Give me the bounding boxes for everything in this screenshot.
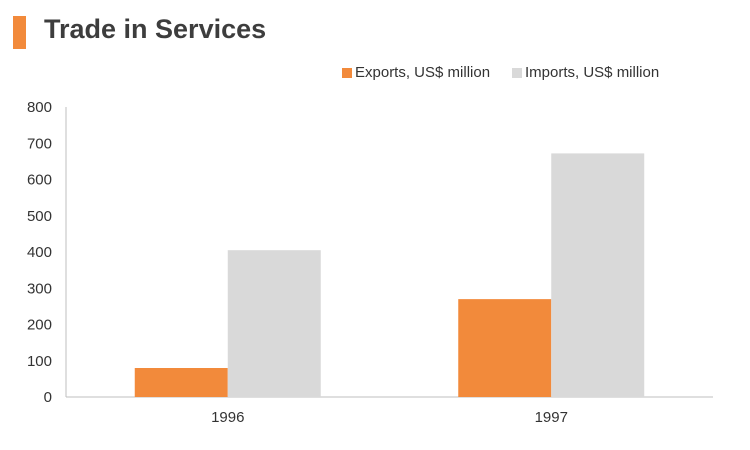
y-tick-label: 500 <box>27 208 52 225</box>
x-tick-label: 1997 <box>535 409 568 426</box>
chart-title: Trade in Services <box>44 14 267 44</box>
legend-label-exports: Exports, US$ million <box>355 64 491 81</box>
y-tick-label: 800 <box>27 99 52 116</box>
bar-imports-1997 <box>551 153 645 397</box>
legend-label-imports: Imports, US$ million <box>525 64 660 81</box>
y-tick-label: 200 <box>27 317 52 334</box>
y-tick-label: 700 <box>27 135 52 152</box>
y-tick-label: 300 <box>27 280 52 297</box>
legend-swatch-exports <box>342 68 352 78</box>
y-tick-label: 600 <box>27 172 52 189</box>
legend-swatch-imports <box>512 68 522 78</box>
bar-exports-1997 <box>458 299 552 397</box>
y-tick-label: 100 <box>27 353 52 370</box>
x-tick-label: 1996 <box>211 409 244 426</box>
y-tick-label: 0 <box>44 389 52 406</box>
bar-imports-1996 <box>227 250 321 397</box>
y-tick-label: 400 <box>27 244 52 261</box>
bar-exports-1996 <box>134 368 228 397</box>
title-accent-bar <box>13 16 26 49</box>
